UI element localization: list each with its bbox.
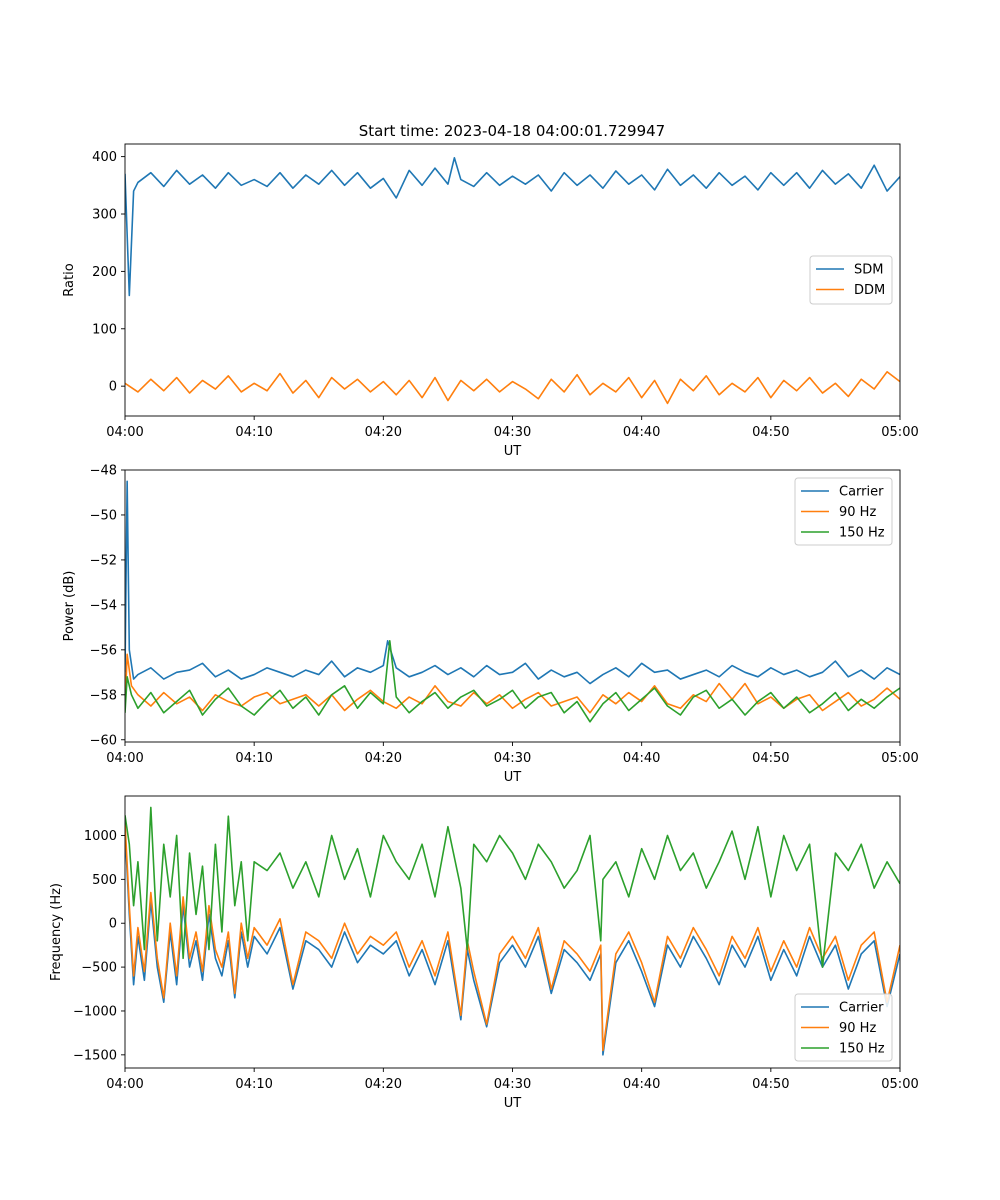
series-line-90-hz — [125, 822, 900, 1052]
y-tick-label: 0 — [109, 917, 117, 932]
y-tick-label: −50 — [90, 508, 117, 523]
x-tick-label: 04:40 — [623, 1077, 660, 1092]
legend-box — [809, 255, 893, 305]
x-tick-label: 04:20 — [365, 751, 402, 766]
x-tick-label: 04:10 — [235, 425, 272, 440]
y-tick-label: 200 — [92, 265, 117, 280]
x-axis-label: UT — [504, 444, 522, 459]
y-tick-label: −56 — [90, 643, 117, 658]
series-line-ddm — [125, 371, 900, 405]
frequency-panel: 04:00 04:10 04:20 04:30 04:40 04:50 05:00 −1500… — [49, 795, 919, 1111]
figure-title: Start time: 2023-04-18 04:00:01.729947 — [359, 122, 665, 140]
x-tick-label: 04:50 — [752, 1077, 789, 1092]
legend-entry: 90 Hz — [839, 1021, 876, 1036]
x-tick-label: 04:20 — [365, 1077, 402, 1092]
y-tick-label: 0 — [109, 380, 117, 395]
x-tick-label: 04:10 — [235, 1077, 272, 1092]
y-axis-label: Power (dB) — [62, 571, 77, 642]
legend-box — [794, 477, 893, 546]
y-tick-label: 100 — [92, 322, 117, 337]
y-tick-label: −52 — [90, 553, 117, 568]
y-tick-label: 500 — [92, 873, 117, 888]
x-tick-label: 04:40 — [623, 425, 660, 440]
x-tick-label: 04:00 — [106, 425, 143, 440]
x-tick-label: 04:30 — [494, 1077, 531, 1092]
series-line-150-hz — [125, 640, 900, 723]
x-tick-label: 04:20 — [365, 425, 402, 440]
y-tick-label: −1500 — [73, 1048, 117, 1063]
ratio-panel: 04:00 04:10 04:20 04:30 04:40 04:50 05:00 0 100 2… — [62, 143, 919, 459]
legend: Carrier 90 Hz 150 Hz — [794, 477, 893, 546]
x-tick-label: 04:00 — [106, 1077, 143, 1092]
x-tick-label: 04:50 — [752, 425, 789, 440]
y-tick-label: 1000 — [84, 829, 117, 844]
x-axis-label: UT — [504, 770, 522, 785]
legend-entry: DDM — [854, 283, 885, 298]
y-axis-label: Frequency (Hz) — [49, 883, 64, 981]
legend-entry: 150 Hz — [839, 1042, 885, 1057]
series-line-carrier — [125, 480, 900, 685]
legend-entry: 90 Hz — [839, 505, 876, 520]
legend-entry: SDM — [854, 263, 883, 278]
series-line-150-hz — [125, 806, 900, 968]
y-tick-label: 400 — [92, 150, 117, 165]
legend-entry: Carrier — [839, 1001, 884, 1016]
x-tick-label: 05:00 — [881, 1077, 918, 1092]
x-tick-label: 04:30 — [494, 425, 531, 440]
power-panel: 04:00 04:10 04:20 04:30 04:40 04:50 05:00 −60 −5… — [62, 464, 919, 786]
series-line-sdm — [125, 156, 900, 297]
x-tick-label: 05:00 — [881, 425, 918, 440]
y-axis-label: Ratio — [62, 263, 77, 296]
y-tick-label: −60 — [90, 733, 117, 748]
x-tick-label: 04:10 — [235, 751, 272, 766]
x-tick-label: 04:50 — [752, 751, 789, 766]
y-tick-label: −54 — [90, 598, 117, 613]
legend-entry: Carrier — [839, 485, 884, 500]
y-tick-label: −1000 — [73, 1004, 117, 1019]
legend-entry: 150 Hz — [839, 526, 885, 541]
legend: SDM DDM — [809, 255, 893, 305]
y-tick-label: −58 — [90, 688, 117, 703]
legend: Carrier 90 Hz 150 Hz — [794, 993, 893, 1062]
x-tick-label: 04:00 — [106, 751, 143, 766]
y-tick-label: 300 — [92, 208, 117, 223]
x-axis-label: UT — [504, 1096, 522, 1111]
series-line-90-hz — [125, 653, 900, 714]
y-tick-label: −500 — [81, 961, 117, 976]
x-tick-label: 05:00 — [881, 751, 918, 766]
y-tick-label: −48 — [90, 464, 117, 479]
x-tick-label: 04:30 — [494, 751, 531, 766]
legend-box — [794, 993, 893, 1062]
series-line-carrier — [125, 831, 900, 1056]
x-tick-label: 04:40 — [623, 751, 660, 766]
